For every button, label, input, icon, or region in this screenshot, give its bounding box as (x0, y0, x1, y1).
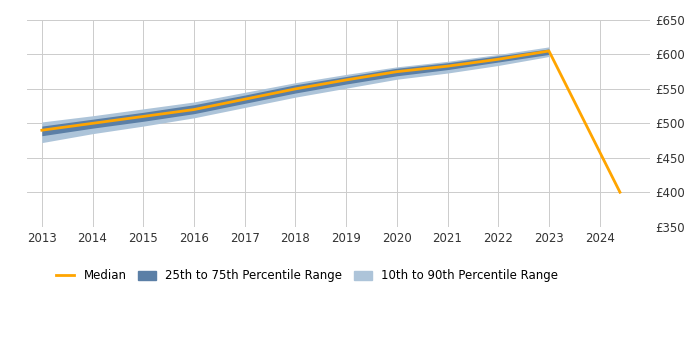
Legend: Median, 25th to 75th Percentile Range, 10th to 90th Percentile Range: Median, 25th to 75th Percentile Range, 1… (52, 265, 563, 287)
